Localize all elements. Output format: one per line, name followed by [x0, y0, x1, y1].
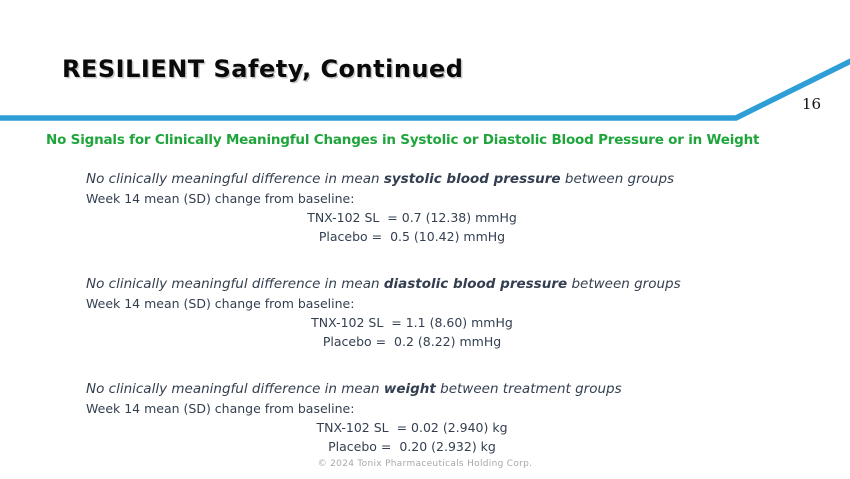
lead-emphasis: systolic blood pressure: [383, 171, 561, 187]
baseline-label: Week 14 mean (SD) change from baseline:: [86, 191, 355, 206]
lead-line: No clinically meaningful difference in m…: [86, 168, 738, 190]
lead-line: No clinically meaningful difference in m…: [86, 273, 738, 295]
placebo-value-line: Placebo = 0.2 (8.22) mmHg: [322, 334, 502, 349]
value-lines: TNX-102 SL = 1.1 (8.60) mmHg Placebo = 0…: [86, 313, 738, 351]
lead-suffix: between groups: [567, 276, 681, 292]
placebo-value-line: Placebo = 0.20 (2.932) kg: [328, 439, 496, 454]
lead-line: No clinically meaningful difference in m…: [86, 378, 738, 400]
tnx-value-line: TNX-102 SL = 0.02 (2.940) kg: [316, 420, 508, 435]
value-lines: TNX-102 SL = 0.02 (2.940) kg Placebo = 0…: [86, 418, 738, 456]
value-lines: TNX-102 SL = 0.7 (12.38) mmHg Placebo = …: [86, 208, 738, 246]
placebo-value-line: Placebo = 0.5 (10.42) mmHg: [318, 229, 506, 244]
baseline-label: Week 14 mean (SD) change from baseline:: [86, 401, 355, 416]
lead-suffix: between groups: [560, 171, 675, 187]
section-diastolic: No clinically meaningful difference in m…: [86, 273, 738, 351]
lead-prefix: No clinically meaningful difference in m…: [86, 276, 384, 292]
footer-copyright: © 2024 Tonix Pharmaceuticals Holding Cor…: [317, 459, 533, 469]
section-weight: No clinically meaningful difference in m…: [86, 378, 738, 456]
lead-suffix: between treatment groups: [435, 381, 622, 397]
tnx-value-line: TNX-102 SL = 0.7 (12.38) mmHg: [307, 210, 517, 225]
lead-emphasis: weight: [383, 381, 436, 397]
tnx-value-line: TNX-102 SL = 1.1 (8.60) mmHg: [311, 315, 513, 330]
section-systolic: No clinically meaningful difference in m…: [86, 168, 738, 246]
page-title: RESILIENT Safety, Continued: [62, 55, 464, 83]
slide-subtitle-heading: No Signals for Clinically Meaningful Cha…: [46, 132, 760, 148]
page-number: 16: [802, 95, 822, 113]
lead-prefix: No clinically meaningful difference in m…: [86, 171, 384, 187]
baseline-label: Week 14 mean (SD) change from baseline:: [86, 296, 355, 311]
lead-emphasis: diastolic blood pressure: [383, 276, 568, 292]
lead-prefix: No clinically meaningful difference in m…: [86, 381, 384, 397]
